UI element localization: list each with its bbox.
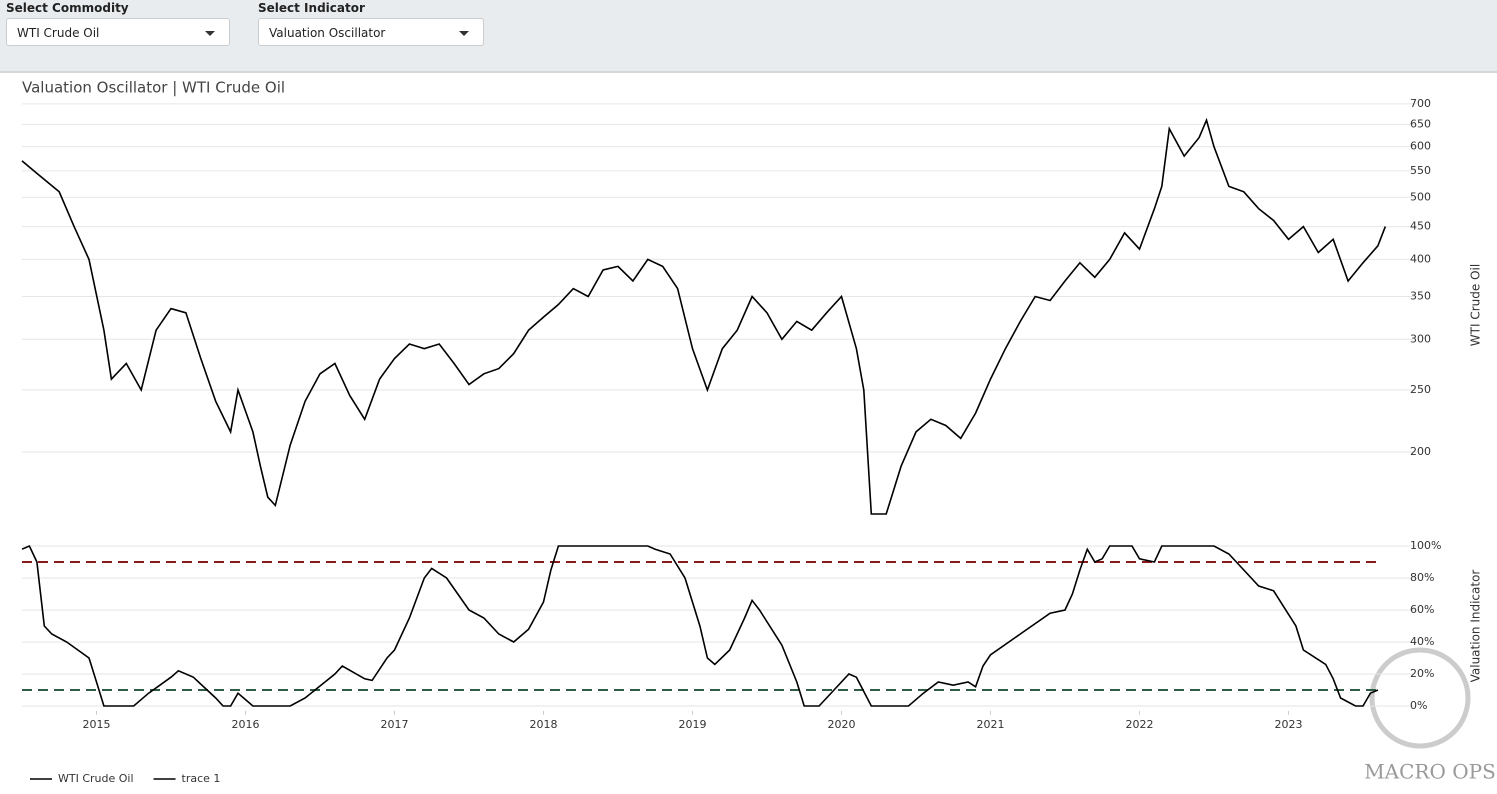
legend-label: trace 1: [182, 772, 221, 785]
x-tick-label: 2020: [827, 718, 855, 731]
chart-title: Valuation Oscillator | WTI Crude Oil: [22, 79, 285, 97]
y-tick-label: 550: [1410, 164, 1431, 177]
x-tick-label: 2022: [1125, 718, 1153, 731]
series-line: [21, 117, 1387, 515]
indicator-dropdown[interactable]: Valuation Oscillator: [258, 18, 484, 46]
chart: Valuation Oscillator | WTI Crude Oil MAC…: [21, 79, 1496, 785]
commodity-dropdown[interactable]: WTI Crude Oil: [6, 18, 230, 46]
y-axis-label: WTI Crude Oil: [1469, 264, 1483, 346]
y-axis-label: Valuation Indicator: [1469, 570, 1483, 683]
y-tick-label: 0%: [1410, 699, 1427, 712]
logo-ring: [1369, 647, 1471, 749]
x-tick-label: 2016: [231, 718, 259, 731]
x-tick-label: 2018: [529, 718, 557, 731]
control-bar: Select Commodity WTI Crude Oil Select In…: [0, 0, 1497, 73]
y-tick-label: 60%: [1410, 603, 1434, 616]
control-label: Select Indicator: [258, 1, 365, 15]
y-tick-label: 400: [1410, 252, 1431, 265]
y-tick-label: 200: [1410, 445, 1431, 458]
control-label: Select Commodity: [6, 1, 129, 15]
x-tick-label: 2019: [678, 718, 706, 731]
legend-label: WTI Crude Oil: [58, 772, 134, 785]
x-tick-label: 2021: [976, 718, 1004, 731]
y-tick-label: 250: [1410, 383, 1431, 396]
y-tick-label: 300: [1410, 332, 1431, 345]
y-tick-label: 350: [1410, 289, 1431, 302]
series-line: [21, 544, 1379, 707]
y-tick-label: 450: [1410, 220, 1431, 233]
commodity-control: Select Commodity WTI Crude Oil: [6, 0, 230, 46]
x-tick-label: 2017: [380, 718, 408, 731]
indicator-control: Select Indicator Valuation Oscillator: [258, 0, 484, 46]
y-tick-label: 100%: [1410, 539, 1441, 552]
y-tick-label: 20%: [1410, 667, 1434, 680]
y-tick-label: 40%: [1410, 635, 1434, 648]
x-tick-label: 2023: [1274, 718, 1302, 731]
logo: MACRO OPS: [1364, 760, 1496, 784]
y-tick-label: 650: [1410, 117, 1431, 130]
y-tick-label: 500: [1410, 190, 1431, 203]
y-tick-label: 600: [1410, 140, 1431, 153]
y-tick-label: 80%: [1410, 571, 1434, 584]
x-tick-label: 2015: [82, 718, 110, 731]
y-tick-label: 700: [1410, 97, 1431, 110]
